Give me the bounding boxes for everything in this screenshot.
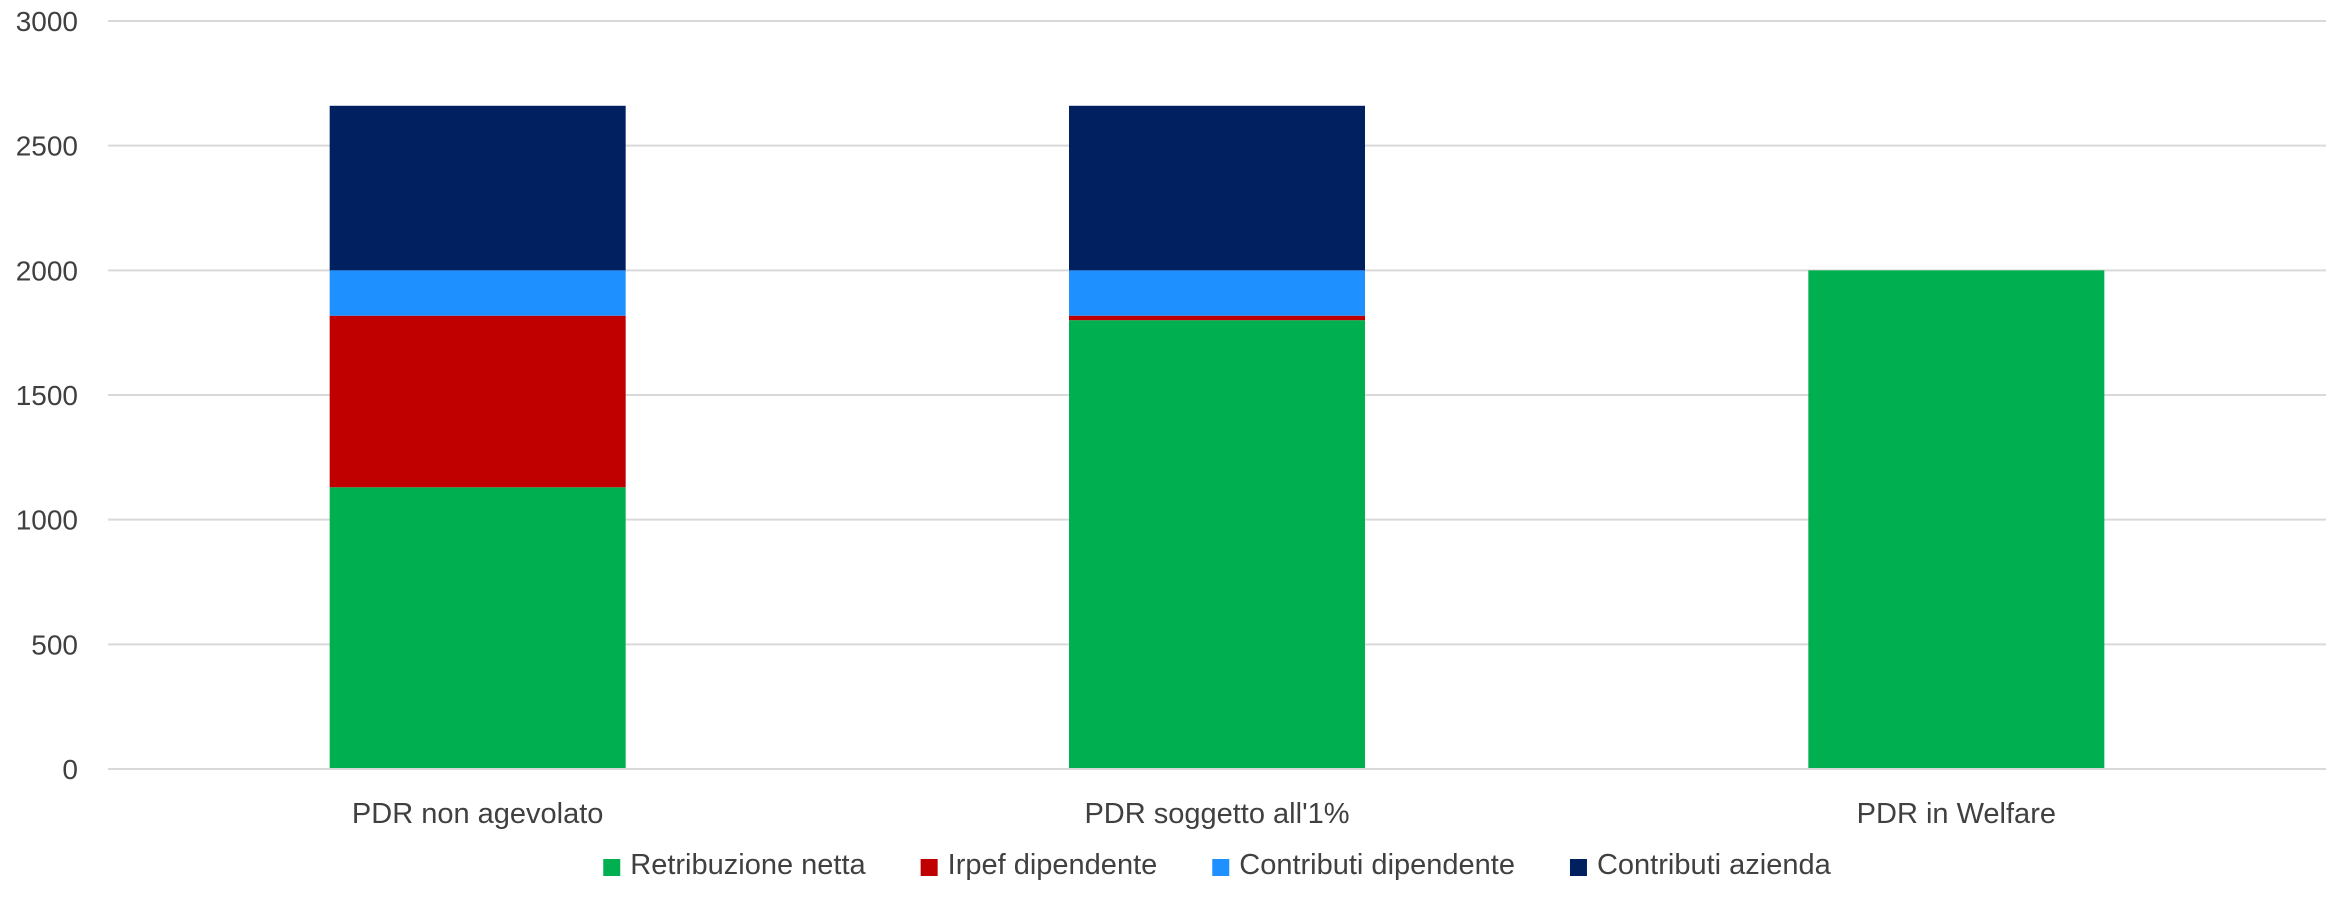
legend-item: Contributi azienda	[1569, 849, 1832, 881]
legend-label: Irpef dipendente	[948, 849, 1158, 881]
bar-segment-retribuzione-netta	[329, 487, 626, 769]
legend-swatch	[1569, 859, 1587, 876]
y-tick-label: 1000	[16, 505, 78, 536]
bar-segment-contributi-azienda	[329, 105, 626, 271]
bar-segment-irpef-dipendente	[1069, 315, 1365, 321]
bar-segment-retribuzione-netta	[1069, 320, 1365, 769]
legend-item: Retribuzione netta	[603, 849, 867, 881]
y-axis-tick-labels: 0 500 1000 1500 2000 2500 3000	[16, 6, 78, 785]
bar-segment-irpef-dipendente	[329, 315, 626, 488]
legend-label: Retribuzione netta	[630, 849, 866, 881]
legend-swatch	[603, 859, 621, 876]
legend-label: Contributi dipendente	[1239, 849, 1515, 881]
y-tick-label: 2000	[16, 255, 78, 286]
y-tick-label: 3000	[16, 6, 78, 37]
y-tick-label: 500	[31, 629, 78, 660]
x-category-label: PDR non agevolato	[352, 798, 604, 830]
legend-swatch	[920, 859, 938, 876]
bar-segment-contributi-dipendente	[329, 270, 626, 316]
bar-segment-contributi-azienda	[1069, 105, 1365, 271]
y-tick-label: 1500	[16, 380, 78, 411]
legend-label: Contributi azienda	[1597, 849, 1832, 881]
bars	[329, 105, 2105, 769]
x-category-label: PDR soggetto all'1%	[1084, 798, 1349, 830]
legend-swatch	[1212, 859, 1230, 876]
x-axis-category-labels: PDR non agevolato PDR soggetto all'1% PDR …	[352, 798, 2056, 830]
bar-segment-contributi-dipendente	[1069, 270, 1365, 316]
y-tick-label: 2500	[16, 131, 78, 162]
legend-item: Irpef dipendente	[920, 849, 1158, 881]
bar-segment-retribuzione-netta	[1808, 270, 2105, 769]
legend-item: Contributi dipendente	[1212, 849, 1515, 881]
y-tick-label: 0	[62, 754, 78, 785]
x-category-label: PDR in Welfare	[1857, 798, 2056, 830]
legend: Retribuzione netta Irpef dipendente Contri…	[603, 849, 1832, 881]
